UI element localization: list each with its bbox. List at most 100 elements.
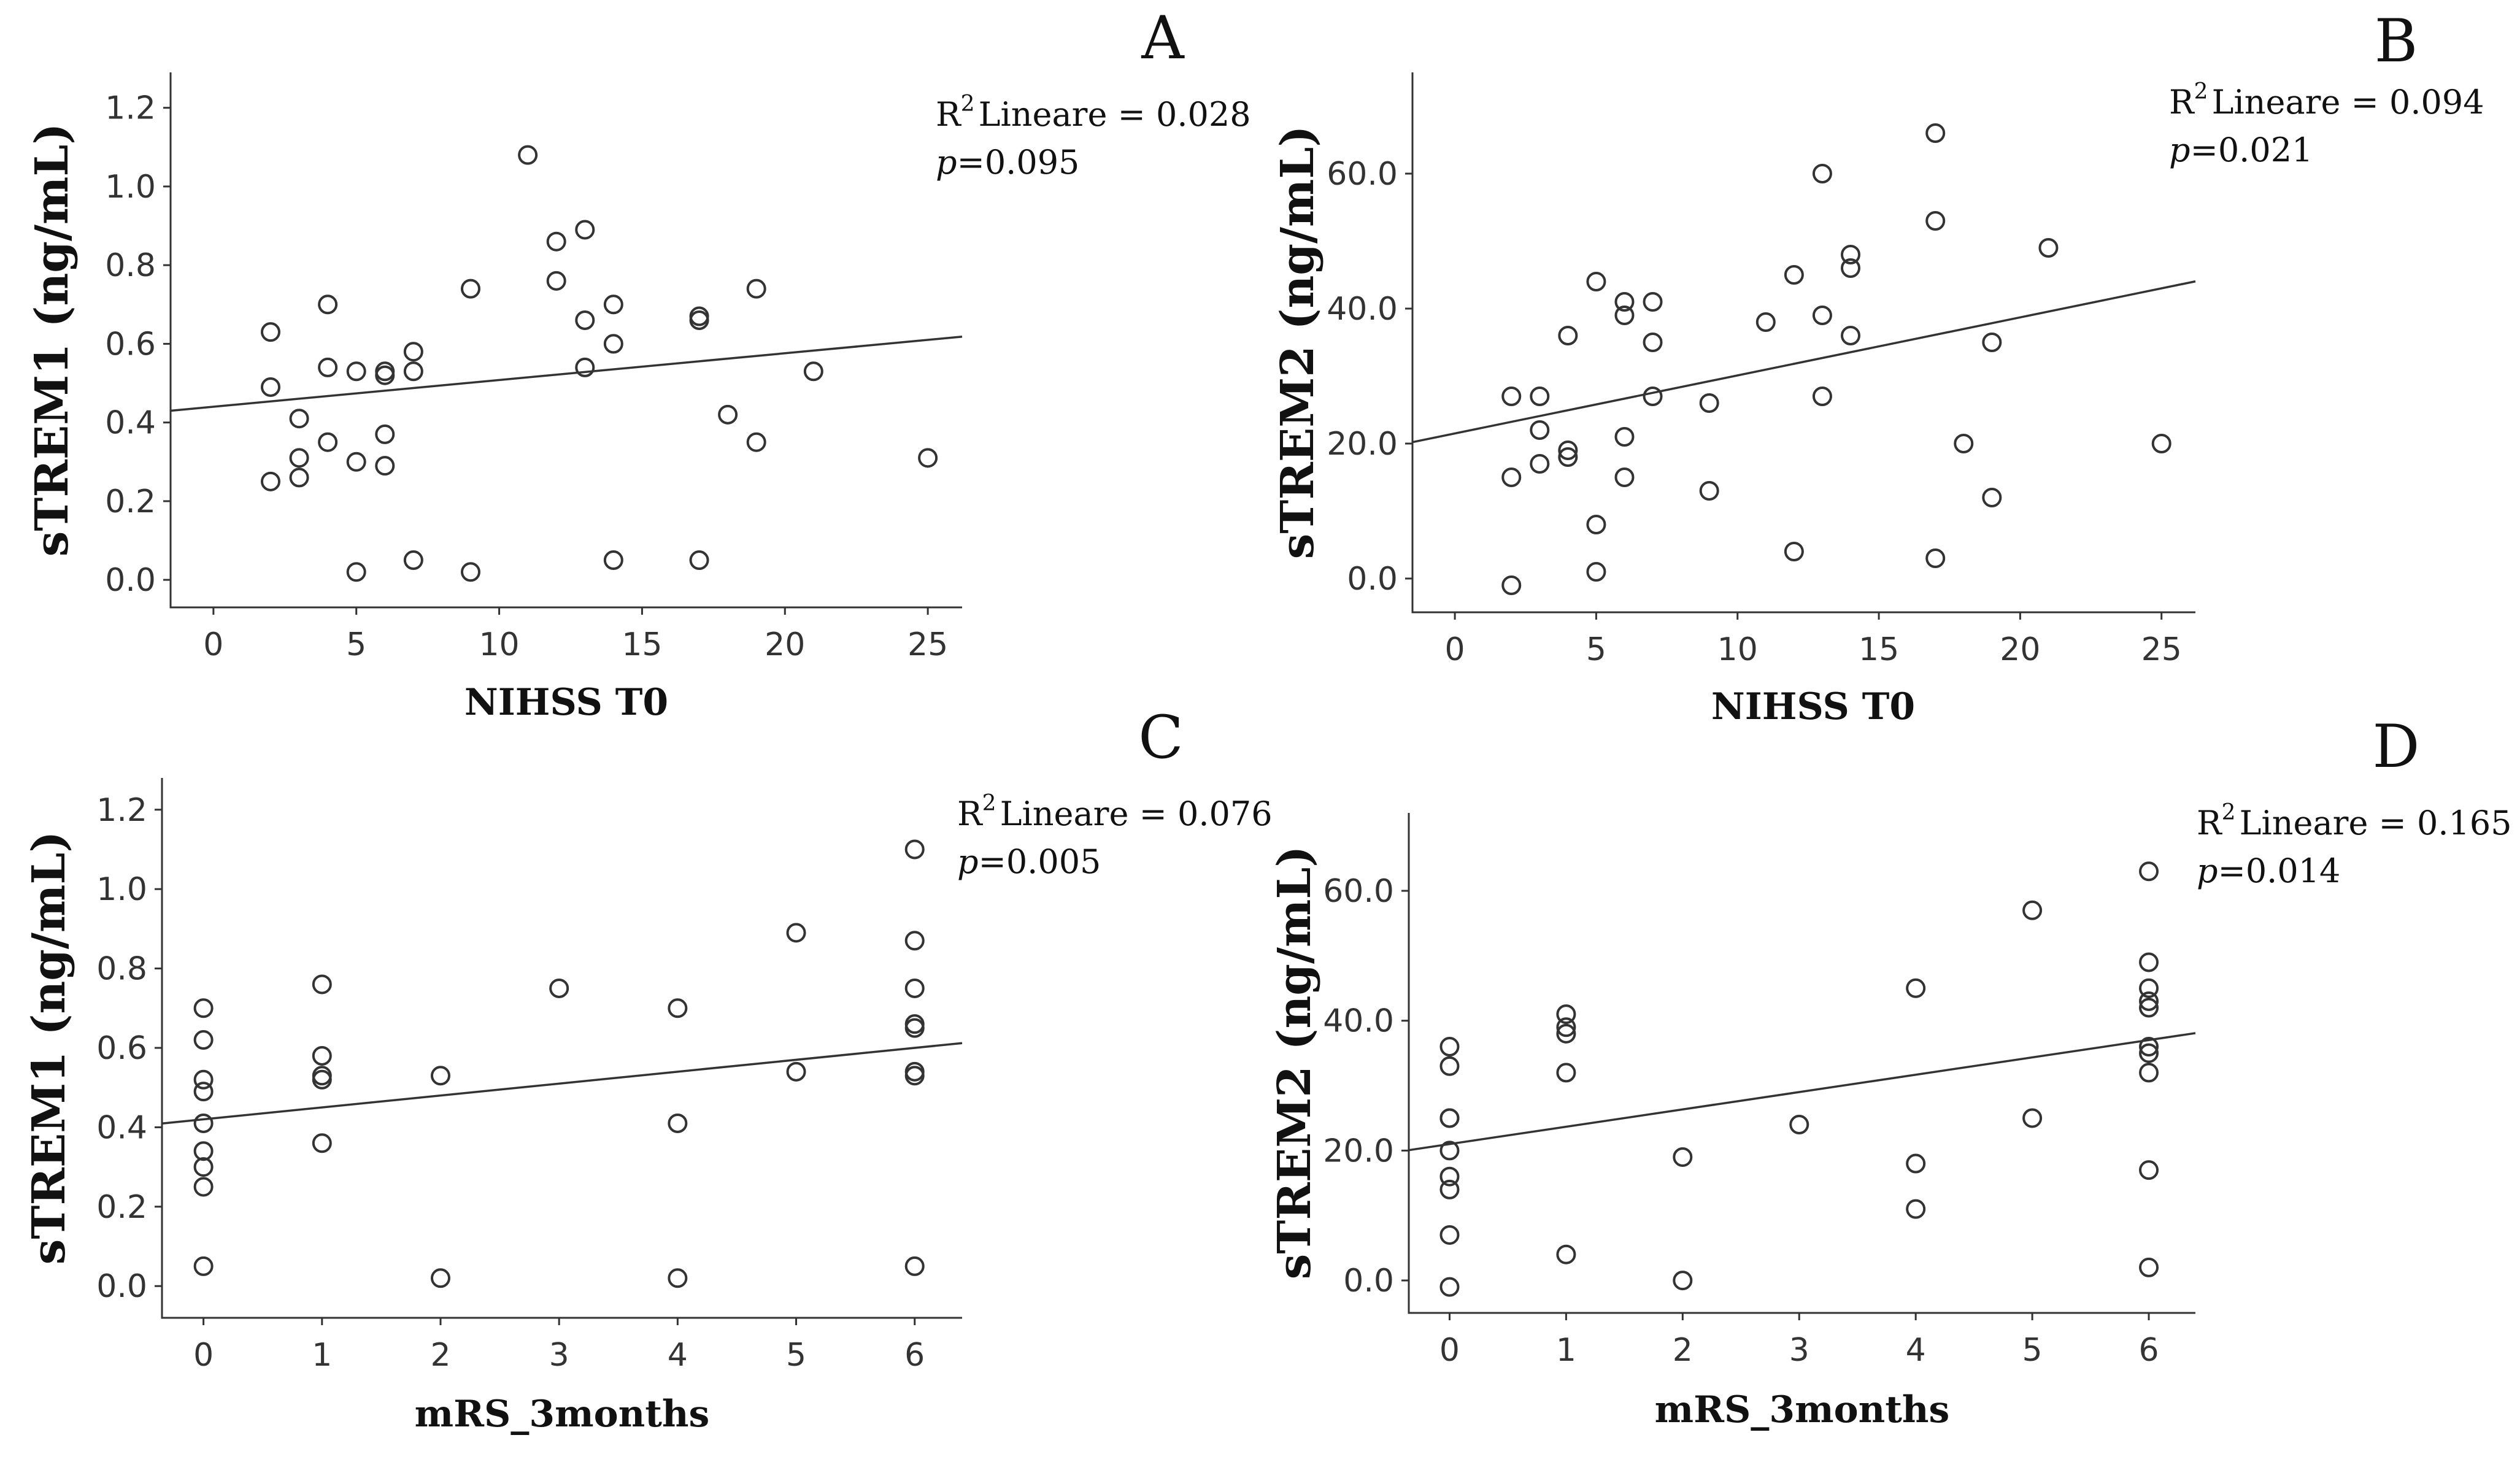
y-tick-label: 0.0 bbox=[1343, 1263, 1394, 1299]
data-point bbox=[375, 365, 395, 385]
data-point bbox=[603, 294, 623, 315]
data-point bbox=[1982, 488, 2002, 507]
x-tick-label: 25 bbox=[907, 626, 948, 663]
p-value-annotation: p=0.021 bbox=[2169, 131, 2313, 169]
panel-letter: D bbox=[2373, 712, 2420, 781]
x-tick-label: 4 bbox=[1906, 1332, 1926, 1369]
data-point bbox=[689, 306, 709, 326]
data-point bbox=[1439, 1166, 1460, 1187]
data-point bbox=[575, 220, 595, 240]
panel-a: 0 5 10 15 20 25 0.0 0.2 0.4 0.6 0.8 1.0 1.2 NIHSS T0 s… bbox=[26, 4, 1251, 724]
x-tick-label: 0 bbox=[1439, 1332, 1460, 1369]
data-point bbox=[1812, 164, 1832, 183]
x-tick-label: 2 bbox=[430, 1337, 450, 1374]
data-point bbox=[430, 1268, 450, 1288]
regression-line bbox=[1412, 280, 2196, 444]
x-tick-label: 5 bbox=[346, 626, 366, 663]
y-tick-label: 1.0 bbox=[105, 169, 156, 206]
data-point bbox=[2139, 1063, 2159, 1083]
data-point bbox=[430, 1066, 450, 1086]
data-point bbox=[546, 231, 566, 252]
data-point bbox=[1501, 387, 1522, 406]
data-point bbox=[1556, 1017, 1576, 1037]
data-point bbox=[1673, 1147, 1693, 1167]
data-point bbox=[1925, 211, 1946, 231]
y-tick-label: 0.8 bbox=[96, 951, 147, 988]
data-point bbox=[2139, 952, 2159, 972]
y-tick-label: 40.0 bbox=[1327, 291, 1398, 328]
data-point bbox=[403, 550, 423, 571]
x-tick-label: 15 bbox=[622, 626, 662, 663]
x-tick-label: 1 bbox=[312, 1337, 332, 1374]
data-point bbox=[518, 145, 538, 165]
y-tick-label: 1.2 bbox=[96, 792, 147, 829]
data-point bbox=[603, 334, 623, 354]
y-tick-label: 0.0 bbox=[105, 562, 156, 599]
x-tick-label: 0 bbox=[193, 1337, 214, 1374]
data-point bbox=[1925, 123, 1946, 143]
axis-frame bbox=[1411, 72, 2195, 614]
y-tick-label: 40.0 bbox=[1323, 1003, 1394, 1040]
panel-d: 0 1 2 3 4 5 60.020.040.060.0mRS_3monthssTREM2 … bbox=[1268, 712, 2512, 1431]
data-point bbox=[546, 271, 566, 291]
data-point bbox=[289, 448, 309, 468]
panel-c: 0 1 2 3 4 5 6 0.0 0.2 0.4 0.6 0.8 1.0 1.2 mRS_3months s… bbox=[23, 703, 1273, 1436]
y-axis-title: sTREM2 (ng/mL) bbox=[1271, 126, 1324, 560]
data-point bbox=[1556, 1244, 1576, 1264]
p-value-annotation: p=0.005 bbox=[957, 842, 1101, 881]
y-tick-label: 0.2 bbox=[96, 1189, 147, 1226]
data-point bbox=[1982, 333, 2002, 352]
data-point bbox=[375, 456, 395, 476]
data-point bbox=[1643, 292, 1663, 312]
x-tick-label: 0 bbox=[203, 626, 223, 663]
x-tick-label: 0 bbox=[1445, 631, 1465, 668]
data-point bbox=[668, 998, 688, 1018]
x-tick-label: 10 bbox=[1717, 631, 1758, 668]
y-axis-title: sTREM2 (ng/mL) bbox=[1268, 846, 1321, 1280]
data-point bbox=[2151, 434, 2171, 453]
data-point bbox=[193, 1030, 214, 1050]
data-point bbox=[1501, 467, 1522, 487]
data-point bbox=[289, 467, 309, 488]
data-point bbox=[746, 432, 766, 452]
y-axis-title: sTREM1 (ng/mL) bbox=[23, 831, 75, 1265]
data-point bbox=[904, 1061, 925, 1082]
data-point bbox=[904, 931, 925, 951]
y-tick-label: 0.8 bbox=[105, 247, 156, 284]
data-point bbox=[1558, 441, 1578, 460]
data-point bbox=[260, 322, 280, 342]
data-point bbox=[1841, 258, 1861, 278]
x-tick-label: 10 bbox=[479, 626, 519, 663]
data-point bbox=[1586, 515, 1606, 534]
y-tick-label: 0.4 bbox=[96, 1109, 147, 1146]
data-point bbox=[1673, 1271, 1693, 1291]
x-axis-title: mRS_3months bbox=[415, 1393, 710, 1436]
data-point bbox=[575, 357, 595, 377]
data-point bbox=[1439, 1037, 1460, 1057]
y-tick-label: 0.2 bbox=[105, 483, 156, 520]
data-point bbox=[2139, 1160, 2159, 1180]
data-point bbox=[2139, 1257, 2159, 1277]
panel-letter: A bbox=[1141, 4, 1185, 72]
data-point bbox=[403, 361, 423, 382]
data-point bbox=[312, 1133, 332, 1153]
data-point bbox=[1614, 292, 1635, 312]
y-tick-label: 1.2 bbox=[105, 90, 156, 127]
data-point bbox=[603, 550, 623, 571]
x-tick-label: 6 bbox=[904, 1337, 925, 1374]
data-point bbox=[1784, 265, 1804, 285]
data-point bbox=[1614, 306, 1635, 325]
x-tick-label: 15 bbox=[1859, 631, 1899, 668]
data-point bbox=[1558, 326, 1578, 345]
x-tick-label: 25 bbox=[2141, 631, 2182, 668]
data-point bbox=[2139, 1043, 2159, 1063]
y-tick-label: 1.0 bbox=[96, 871, 147, 908]
data-point bbox=[803, 361, 823, 382]
y-tick-label: 0.0 bbox=[1347, 561, 1398, 598]
data-point bbox=[1586, 562, 1606, 582]
data-point bbox=[403, 342, 423, 362]
data-point bbox=[318, 432, 338, 452]
data-point bbox=[1789, 1115, 1809, 1135]
data-point bbox=[312, 974, 332, 995]
data-point bbox=[1906, 978, 1926, 998]
